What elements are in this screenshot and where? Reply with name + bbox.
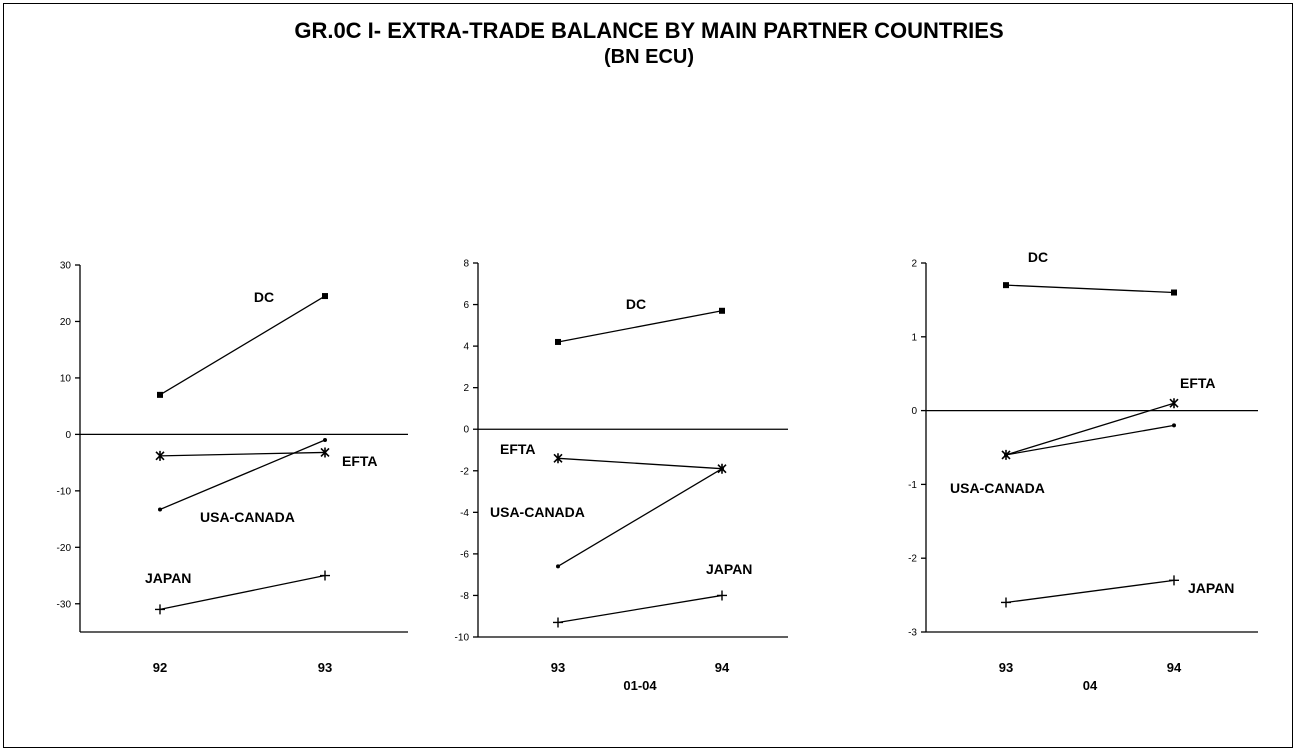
- panel1-series-line: [159, 451, 326, 457]
- panel1-data-point: [322, 293, 328, 300]
- panel2-x-tick-label: 94: [715, 660, 730, 675]
- panel3-y-tick-label: 1: [911, 332, 917, 343]
- panel2-series-line: [557, 468, 723, 567]
- panel1-series-line: [159, 574, 326, 611]
- panel2-series-line: [557, 310, 723, 343]
- panel2-series-line: [557, 457, 723, 470]
- panel3-data-point: [1003, 282, 1009, 289]
- panel3-y-tick-label: 2: [911, 259, 917, 270]
- panel3-y-tick-label: 0: [911, 406, 917, 417]
- panel1-data-point: [155, 604, 165, 615]
- panel1-x-tick-label: 93: [318, 660, 332, 675]
- chart-subtitle: (BN ECU): [604, 46, 694, 68]
- panel2-y-tick-label: -8: [460, 591, 469, 602]
- panel1-y-tick-label: -30: [57, 599, 72, 610]
- panel1-data-point: [320, 447, 330, 458]
- panel1-y-tick-label: -20: [57, 543, 72, 554]
- panel2-y-tick-label: -4: [460, 508, 469, 519]
- panel1-series-label: DC: [254, 289, 274, 305]
- panel3-series-label: EFTA: [1180, 375, 1216, 391]
- panel3-series-label: USA-CANADA: [950, 480, 1045, 496]
- panel2-period-label: 01-04: [623, 678, 657, 693]
- panel1-series-label: EFTA: [342, 453, 378, 469]
- panel3-data-point: [1004, 452, 1008, 457]
- panel3-series-label: DC: [1028, 249, 1048, 265]
- panel1-data-point: [158, 507, 162, 512]
- panel1-series-label: USA-CANADA: [200, 509, 295, 525]
- panel3-data-point: [1172, 423, 1176, 428]
- panel1-series-line: [159, 295, 326, 396]
- panel3-y-tick-label: -3: [908, 628, 917, 639]
- panel2-series-line: [557, 594, 723, 624]
- panel2-series-label: USA-CANADA: [490, 504, 585, 520]
- panel3-y-tick-label: -1: [908, 480, 917, 491]
- panel2-series-label: JAPAN: [706, 561, 752, 577]
- panel2-data-point: [719, 307, 725, 314]
- panel1-x-tick-label: 92: [153, 660, 167, 675]
- panel2-y-tick-label: 4: [463, 342, 469, 353]
- panel2-y-tick-label: -2: [460, 466, 469, 477]
- panel2-y-tick-label: -6: [460, 549, 469, 560]
- panel1-data-point: [320, 570, 330, 581]
- panel2-series-label: DC: [626, 296, 646, 312]
- panel3-series-line: [1005, 284, 1175, 294]
- panel3-data-point: [1171, 289, 1177, 296]
- panel2-x-tick-label: 93: [551, 660, 565, 675]
- panel1-y-tick-label: 20: [60, 317, 72, 328]
- panel1-series-label: JAPAN: [145, 570, 191, 586]
- panel3-series-label: JAPAN: [1188, 580, 1234, 596]
- panel3-data-point: [1169, 575, 1179, 586]
- chart-frame: [3, 3, 1293, 748]
- panel2-y-tick-label: 6: [463, 300, 469, 311]
- panel2-series-label: EFTA: [500, 441, 536, 457]
- panel1-data-point: [323, 438, 327, 443]
- panel2-data-point: [717, 590, 727, 601]
- panel2-y-tick-label: 0: [463, 425, 469, 436]
- panel1-y-tick-label: -10: [57, 486, 72, 497]
- panel3-series-line: [1005, 424, 1175, 456]
- panel2-data-point: [555, 338, 561, 345]
- panel3-data-point: [1169, 398, 1179, 409]
- panel3-series-line: [1005, 579, 1175, 604]
- panel2-data-point: [553, 617, 563, 628]
- panel3-period-label: 04: [1083, 678, 1098, 693]
- panel3-series-line: [1005, 402, 1175, 456]
- panel1-data-point: [157, 391, 163, 398]
- panel3-x-tick-label: 93: [999, 660, 1013, 675]
- panel1-y-tick-label: 30: [60, 261, 72, 272]
- panel1-data-point: [155, 450, 165, 461]
- panel2-y-tick-label: 8: [463, 259, 469, 270]
- panel2-data-point: [720, 466, 724, 471]
- panel3-x-tick-label: 94: [1167, 660, 1182, 675]
- panel2-y-tick-label: -10: [455, 633, 470, 644]
- panel1-series-line: [159, 439, 326, 511]
- chart-title: GR.0C I- EXTRA-TRADE BALANCE BY MAIN PAR…: [294, 18, 1004, 43]
- panel2-data-point: [553, 453, 563, 464]
- panel1-y-tick-label: 10: [60, 373, 72, 384]
- panel2-data-point: [556, 564, 560, 569]
- panel2-y-tick-label: 2: [463, 383, 469, 394]
- panel1-y-tick-label: 0: [65, 430, 71, 441]
- panel3-data-point: [1001, 597, 1011, 608]
- panel3-y-tick-label: -2: [908, 554, 917, 565]
